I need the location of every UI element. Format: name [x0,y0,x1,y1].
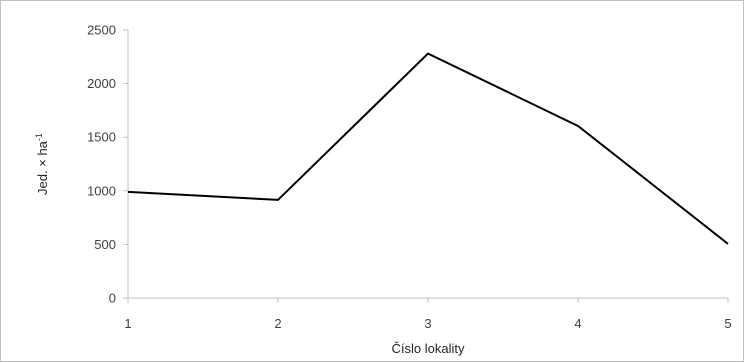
axes [127,30,728,299]
x-tick-label: 1 [124,316,131,331]
x-tick-label: 3 [424,316,431,331]
y-tick-label: 500 [94,237,116,252]
ticks: 0 500 1000 1500 2000 2500 1 2 3 4 5 [87,23,732,332]
series [127,52,729,245]
y-tick-label: 1500 [87,130,116,145]
y-axis-title: Jed. × ha-1 [34,133,50,195]
x-tick-label: 5 [724,316,731,331]
x-tick-label: 4 [574,316,581,331]
x-tick-label: 2 [274,316,281,331]
y-tick-label: 2500 [87,23,116,38]
x-axis-title: Číslo lokality [392,341,465,356]
y-axis-title-base: Jed. × ha [35,140,50,195]
y-tick-label: 2000 [87,76,116,91]
y-axis-title-superscript: -1 [34,133,44,141]
y-tick-label: 1000 [87,183,116,198]
series-line [127,52,729,245]
y-tick-label: 0 [109,291,116,306]
